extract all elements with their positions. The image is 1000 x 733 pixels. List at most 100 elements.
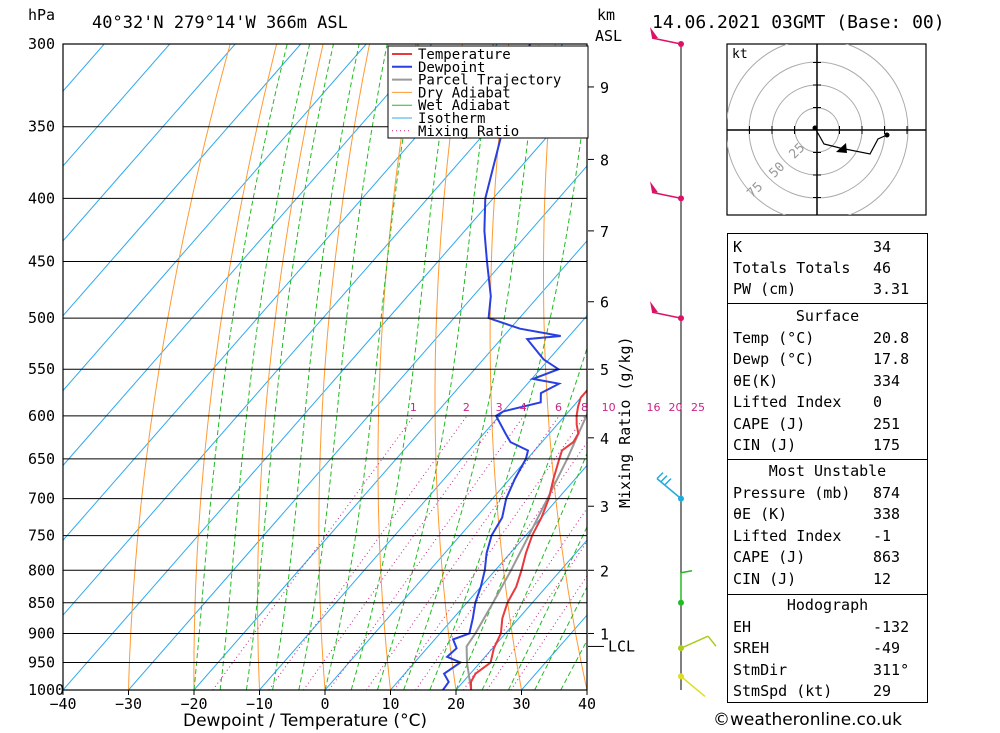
- km-tick-label: 9: [600, 79, 609, 97]
- wind-barb-feather: [660, 475, 668, 483]
- mixing-ratio-line: [393, 415, 586, 690]
- pw-label: PW (cm): [733, 280, 797, 298]
- sreh-label: SREH: [733, 639, 770, 657]
- divider: [728, 594, 927, 595]
- mixing-ratio-label: 20: [669, 401, 683, 414]
- km-tick-label: 4: [600, 430, 609, 448]
- km-unit-asl: ASL: [595, 27, 622, 45]
- pressure-tick-label: 600: [28, 407, 55, 425]
- mu-cin-label: CIN (J): [733, 570, 797, 588]
- isotherm-line: [390, 464, 587, 690]
- km-tick-label: 3: [600, 498, 609, 516]
- storm-motion-marker: [836, 143, 847, 153]
- wind-barb-shaft: [651, 311, 682, 319]
- k-index-row: K 34: [728, 237, 927, 258]
- mu-li-row: Lifted Index -1: [728, 526, 927, 547]
- pressure-tick-label: 300: [28, 35, 55, 53]
- km-tick-label: 1: [600, 625, 609, 643]
- isotherm-line: [128, 165, 587, 690]
- hodograph-point: [884, 132, 890, 138]
- wind-barb-shaft: [651, 37, 682, 45]
- totals-label: Totals Totals: [733, 259, 851, 277]
- temp-tick-label: 40: [578, 695, 596, 713]
- eh-value: -132: [873, 618, 910, 636]
- wet-adiabat: [403, 44, 540, 690]
- copyright-link[interactable]: ©weatheronline.co.uk: [713, 710, 903, 730]
- parcel-line: [465, 411, 587, 690]
- pressure-tick-label: 1000: [28, 681, 64, 699]
- isotherm-line: [63, 44, 302, 317]
- wind-barb-feather: [680, 570, 693, 574]
- stmdir-row: StmDir 311°: [728, 660, 927, 681]
- location-title: 40°32'N 279°14'W 366m ASL: [92, 13, 348, 33]
- mu-cape-value: 863: [873, 548, 901, 566]
- mixing-ratio-label: 10: [602, 401, 616, 414]
- wind-barb-feather: [664, 478, 672, 486]
- mu-cape-label: CAPE (J): [733, 548, 806, 566]
- mu-thetae-value: 338: [873, 505, 901, 523]
- pressure-tick-label: 800: [28, 561, 55, 579]
- mixing-ratio-label: 4: [520, 401, 527, 414]
- isotherm-line: [324, 389, 587, 690]
- temp-tick-label: −20: [181, 695, 208, 713]
- stmdir-value: 311°: [873, 661, 910, 679]
- mu-cin-row: CIN (J) 12: [728, 569, 927, 590]
- mu-thetae-label: θE (K): [733, 505, 788, 523]
- surface-thetae-row: θE(K) 334: [728, 371, 927, 392]
- mixing-ratio-label: 1: [410, 401, 417, 414]
- isotherm-line: [193, 240, 587, 690]
- pressure-tick-label: 900: [28, 624, 55, 642]
- surface-cin-value: 175: [873, 436, 901, 454]
- surface-li-value: 0: [873, 393, 883, 411]
- indices-panel: K 34 Totals Totals 46 PW (cm) 3.31 Surface …: [727, 233, 928, 703]
- isotherm-line: [63, 44, 171, 167]
- pressure-tick-label: 650: [28, 450, 55, 468]
- pressure-tick-label: 750: [28, 527, 55, 545]
- mixing-ratio-label: 6: [555, 401, 562, 414]
- hodo-stats-title: Hodograph: [786, 596, 869, 614]
- k-label: K: [733, 238, 743, 256]
- stmspd-value: 29: [873, 682, 892, 700]
- km-tick-label: 8: [600, 151, 609, 169]
- temp-tick-label: 20: [447, 695, 465, 713]
- surface-temp-value: 20.8: [873, 329, 910, 347]
- pressure-tick-label: 950: [28, 653, 55, 671]
- temp-tick-label: 30: [513, 695, 531, 713]
- pressure-tick-label: 400: [28, 189, 55, 207]
- stmdir-label: StmDir: [733, 661, 788, 679]
- surface-thetae-label: θE(K): [733, 372, 779, 390]
- x-axis-label: Dewpoint / Temperature (°C): [183, 711, 427, 731]
- wet-adiabat: [534, 585, 587, 690]
- mixing-ratio-label: 16: [647, 401, 661, 414]
- isotherm-line: [455, 539, 587, 690]
- surface-cape-row: CAPE (J) 251: [728, 414, 927, 435]
- mu-pressure-row: Pressure (mb) 874: [728, 483, 927, 504]
- wind-barb-shaft: [680, 635, 709, 649]
- dry-adiabat: [489, 44, 522, 690]
- mixing-ratio-line: [415, 441, 587, 690]
- surface-cin-label: CIN (J): [733, 436, 797, 454]
- hodograph-trace: [814, 127, 888, 155]
- hodograph-point: [812, 125, 818, 131]
- mu-li-value: -1: [873, 527, 892, 545]
- mu-cin-value: 12: [873, 570, 892, 588]
- wet-adiabat: [507, 525, 587, 690]
- divider: [728, 303, 927, 304]
- sreh-row: SREH -49: [728, 638, 927, 659]
- surface-dewp-label: Dewp (°C): [733, 350, 815, 368]
- surface-temp-label: Temp (°C): [733, 329, 815, 347]
- mu-pressure-label: Pressure (mb): [733, 484, 851, 502]
- legend-label: Dewpoint: [418, 60, 485, 76]
- wind-barb-flag: [650, 27, 658, 38]
- totals-value: 46: [873, 259, 892, 277]
- legend-label: Isotherm: [418, 111, 485, 127]
- mixing-ratio-label: 8: [581, 401, 588, 414]
- wind-barb-shaft: [651, 191, 682, 200]
- temp-tick-label: 10: [382, 695, 400, 713]
- wind-barb-flag: [650, 301, 658, 313]
- totals-row: Totals Totals 46: [728, 258, 927, 279]
- km-tick-label: 2: [600, 562, 609, 580]
